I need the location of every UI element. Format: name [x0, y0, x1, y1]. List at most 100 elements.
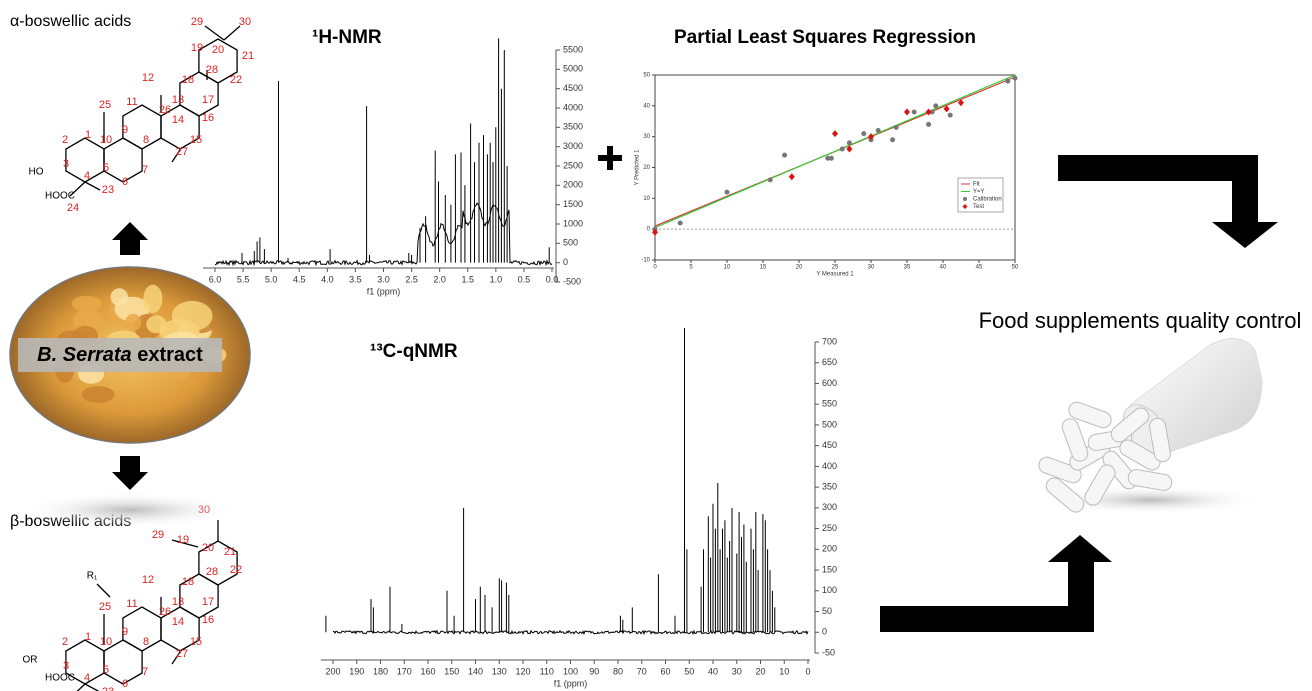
alpha-title: α-boswellic acids — [10, 13, 131, 30]
calibration-point — [929, 109, 935, 115]
bond — [84, 181, 101, 191]
capsule — [1084, 464, 1116, 506]
atom-number: 5 — [103, 162, 109, 174]
x-tick-label: 0 — [805, 666, 810, 676]
atom-number: 25 — [99, 99, 111, 111]
y-tick-label: -10 — [641, 258, 650, 264]
y-tick-label: 30 — [643, 134, 650, 140]
spectrum-trace — [325, 328, 809, 636]
y-tick-label: 100 — [822, 585, 837, 595]
atom-number: 9 — [122, 626, 128, 638]
x-tick-label: 20 — [755, 666, 765, 676]
atom-number: 12 — [142, 574, 154, 586]
y-tick-label: 50 — [643, 73, 650, 79]
plus-sign — [598, 146, 622, 170]
bond — [96, 583, 111, 598]
atom-number: 24 — [67, 202, 79, 214]
x-tick-label: 0 — [653, 265, 657, 271]
x-tick-label: 35 — [904, 265, 911, 271]
y-tick-label: 4000 — [563, 102, 583, 112]
x-tick-label: 60 — [660, 666, 670, 676]
atom-number: 1 — [85, 129, 91, 141]
capsule — [1110, 407, 1150, 443]
atom-number: 30 — [239, 16, 251, 28]
spectrum-trace — [214, 38, 553, 267]
atom-number: 13 — [172, 596, 184, 608]
y-tick-label: 5000 — [563, 64, 583, 74]
resin-piece — [125, 313, 142, 331]
y-tick-label: -50 — [822, 647, 835, 657]
atom-number: 19 — [177, 534, 189, 546]
calibration-point — [875, 128, 881, 133]
atom-number: 23 — [102, 686, 114, 691]
capsule — [1068, 401, 1112, 429]
y-tick-label: 150 — [822, 564, 837, 574]
calibration-point — [893, 124, 899, 130]
test-point — [904, 108, 910, 116]
capsule — [1149, 417, 1171, 463]
y-tick-label: 0 — [563, 257, 568, 267]
group-label: R₁ — [87, 571, 98, 582]
y-tick-label: 10 — [643, 196, 650, 202]
test-point — [925, 108, 932, 116]
species: B. Serrata — [37, 344, 132, 366]
x-tick-label: 50 — [684, 666, 694, 676]
y-tick-label: 1000 — [563, 218, 583, 228]
arrow-down — [112, 456, 148, 490]
atom-number: 8 — [143, 134, 149, 146]
atom-number: 29 — [152, 529, 164, 541]
x-tick-label: 10 — [779, 666, 789, 676]
atom-number: 26 — [159, 104, 171, 116]
test-point — [868, 133, 874, 141]
capsule — [1061, 418, 1089, 462]
calibration-point — [926, 121, 932, 127]
x-tick-label: 2.5 — [405, 274, 418, 284]
atom-number: 29 — [191, 16, 203, 28]
y-tick-label: 250 — [822, 523, 837, 533]
atom-number: 14 — [172, 114, 184, 126]
resin-piece — [143, 284, 163, 314]
y-tick-label: 400 — [822, 461, 837, 471]
x-tick-label: 50 — [1012, 265, 1019, 271]
bond — [171, 539, 199, 548]
x-tick-label: 100 — [563, 666, 578, 676]
atom-number: 6 — [122, 176, 128, 188]
calibration-point — [933, 103, 939, 109]
atom-number: 17 — [202, 94, 214, 106]
atom-number: 10 — [100, 134, 112, 146]
ring — [179, 573, 219, 619]
ring — [179, 71, 219, 117]
atom-number: 2 — [62, 636, 68, 648]
atom-number: 15 — [190, 636, 202, 648]
atom-number: 6 — [122, 678, 128, 690]
h-nmr-title: ¹H-NMR — [312, 27, 382, 48]
atom-number: 25 — [99, 601, 111, 613]
calibration-point — [846, 140, 852, 146]
bond — [171, 651, 181, 665]
atom-number: 10 — [100, 636, 112, 648]
x-tick-label: 4.5 — [293, 274, 306, 284]
y-tick-label: 350 — [822, 482, 837, 492]
calibration-point — [724, 189, 730, 195]
x-tick-label: 200 — [325, 666, 340, 676]
y-tick-label: 0 — [647, 227, 651, 233]
atom-number: 12 — [142, 72, 154, 84]
atom-number: 2 — [62, 134, 68, 146]
x-tick-label: 5 — [689, 265, 693, 271]
x-axis-label: f1 (ppm) — [367, 286, 401, 296]
y-tick-label: 1500 — [563, 199, 583, 209]
h-nmr-spectrum: -500 0 500 1000 1500 2000 2500 3000 3500 4000 4500… — [203, 38, 583, 296]
resin-piece — [71, 295, 102, 312]
y-tick-label: 700 — [822, 336, 837, 346]
atom-number: 27 — [176, 648, 188, 660]
calibration-point — [911, 109, 917, 115]
x-tick-label: 30 — [732, 666, 742, 676]
x-tick-label: 5.0 — [265, 274, 278, 284]
calibration-point — [825, 155, 831, 161]
atom-number: 20 — [202, 542, 214, 554]
x-tick-label: 5.5 — [237, 274, 250, 284]
legend-label: Calibration — [973, 197, 1002, 203]
atom-number: 4 — [84, 672, 90, 684]
x-tick-label: 190 — [349, 666, 364, 676]
pls-title: Partial Least Squares Regression — [674, 27, 976, 48]
